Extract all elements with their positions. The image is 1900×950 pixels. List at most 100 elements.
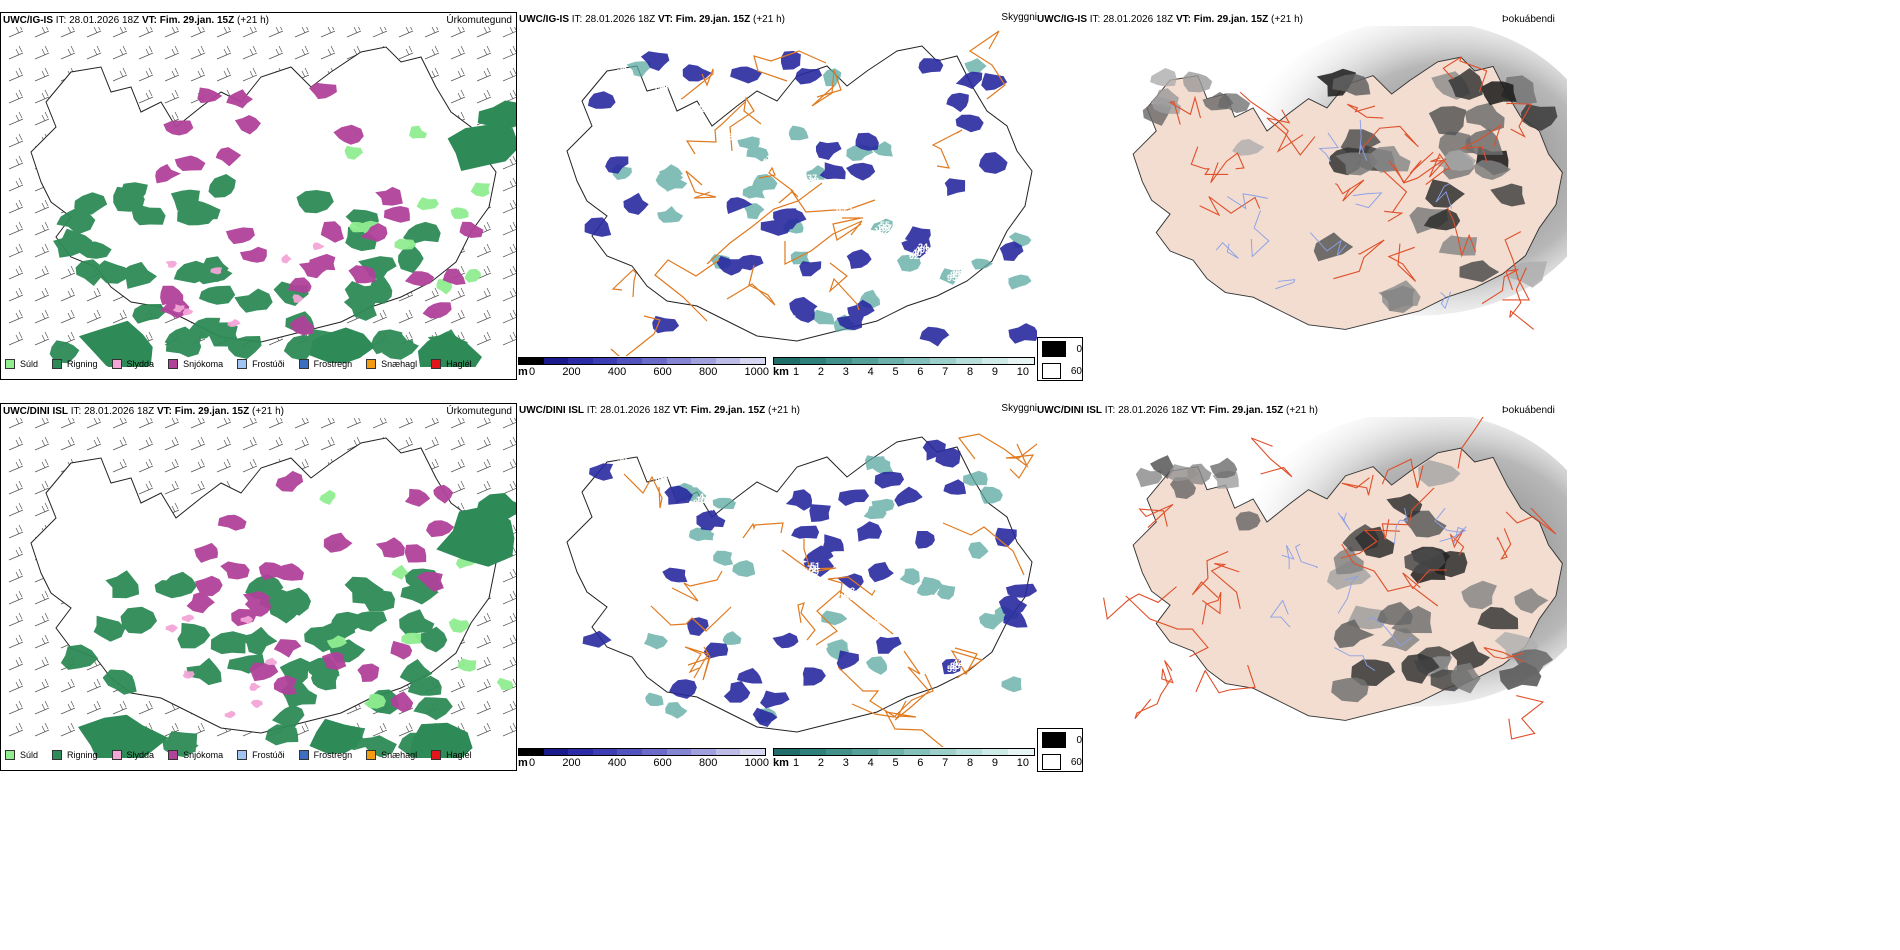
legend-label: Snjókoma <box>183 359 224 369</box>
visibility-tick: 10 <box>1016 366 1029 378</box>
cloud-base-label: 88 <box>620 711 630 721</box>
roads <box>610 30 1006 356</box>
height-unit: m <box>518 757 528 769</box>
cloud-base-label: 53 <box>658 473 668 483</box>
legend-item: Haglél <box>431 750 472 760</box>
fog-key-row: 60 <box>1038 360 1082 382</box>
legend-label: Súld <box>20 750 39 760</box>
visibility-tick: 2 <box>817 366 824 378</box>
cloud-base-label: 58 <box>915 636 925 646</box>
cloud-base-label: 42 <box>953 658 963 668</box>
legend-item: Rigning <box>52 750 98 760</box>
visibility-tick: 9 <box>991 757 998 769</box>
cloud-base-label: 186 <box>839 592 854 602</box>
roads <box>1103 417 1557 740</box>
cloud-base-label: 154 <box>842 589 857 599</box>
height-tick: 400 <box>607 366 627 378</box>
fog-key-value: 60 <box>1070 756 1082 768</box>
precip-area <box>165 614 278 718</box>
legend-swatch <box>52 750 63 760</box>
cloud-base-label: 43 <box>918 633 928 643</box>
visibility-tick: 7 <box>942 366 949 378</box>
legend-label: Rigning <box>67 359 98 369</box>
cloud-base-label: 40 <box>626 314 636 324</box>
cloud-base-label: 42 <box>699 101 709 111</box>
cloud-base-label: 47 <box>699 492 709 502</box>
fog-map <box>1103 417 1567 740</box>
precip-area <box>78 493 516 758</box>
height-tick: 800 <box>698 757 718 769</box>
panel-title: UWC/DINI ISL IT: 28.01.2026 18Z VT: Fim.… <box>3 406 284 417</box>
legend-item: Frostúði <box>237 750 285 760</box>
panel-title: UWC/IG-IS IT: 28.01.2026 18Z VT: Fim. 29… <box>3 15 269 26</box>
visibility-tick: 4 <box>867 757 874 769</box>
visibility-unit: km <box>773 366 789 378</box>
height-colorbar <box>518 357 766 365</box>
legend-item: Frostregn <box>298 359 352 369</box>
legend-label: Súld <box>20 359 39 369</box>
forecast-row: UWC/IG-IS IT: 28.01.2026 18Z VT: Fim. 29… <box>0 12 1900 384</box>
precip-type-panel: UWC/IG-IS IT: 28.01.2026 18Z VT: Fim. 29… <box>0 12 517 380</box>
cloud-base-label: 58 <box>617 63 627 73</box>
cloud-base-label: 87 <box>734 126 744 136</box>
panel-title: UWC/IG-IS IT: 28.01.2026 18Z VT: Fim. 29… <box>1037 14 1303 25</box>
cloud-base-label: 32 <box>728 132 738 142</box>
legend-item: Frostregn <box>298 750 353 760</box>
cloud-base-label: 202 <box>731 520 746 530</box>
cloud-base-label: 37 <box>626 705 636 715</box>
cloud-base-label: 62 <box>909 251 919 261</box>
precip-area <box>78 100 516 367</box>
legend-item: Súld <box>5 750 38 760</box>
legend-item: Snjókoma <box>168 359 223 369</box>
cloud-base-label: 95 <box>947 273 957 283</box>
cloud-base-label: 77 <box>807 564 817 574</box>
cloud-base-label: 137 <box>839 201 854 211</box>
cloud-base-label: 69 <box>836 204 846 214</box>
legend-swatch <box>168 359 179 369</box>
legend-label: Slydda <box>126 750 155 760</box>
cloud-base-label: 228 <box>842 198 857 208</box>
cloud-base-label: 69 <box>728 523 738 533</box>
cloud-base-label: 85 <box>950 661 960 671</box>
cloud-base-label: 44 <box>661 470 671 480</box>
visibility-tick: 1 <box>793 366 800 378</box>
legend-swatch <box>5 750 15 760</box>
cloud-base-label: 40 <box>912 248 922 258</box>
visibility-map: 9053781715155836947645988879018664134532… <box>566 433 1037 747</box>
cloud-base-label: 155 <box>766 154 781 164</box>
panel-title: UWC/DINI ISL IT: 28.01.2026 18Z VT: Fim.… <box>519 405 800 416</box>
forecast-row: UWC/DINI ISL IT: 28.01.2026 18Z VT: Fim.… <box>0 403 1900 775</box>
visibility-tick: 6 <box>917 757 924 769</box>
height-tick: 800 <box>698 366 718 378</box>
roads <box>1168 55 1535 330</box>
cloud-base-label: 79 <box>877 614 887 624</box>
visibility-tick: 8 <box>967 757 974 769</box>
cloud-base-label: 106 <box>623 708 638 718</box>
cloud-base-label: 83 <box>655 476 665 486</box>
fog-index-area <box>1142 67 1558 313</box>
visibility-colorbar <box>773 357 1035 365</box>
visibility-tick: 10 <box>1016 757 1029 769</box>
fog-key-swatch <box>1042 732 1067 748</box>
cloud-base-label: 15 <box>909 642 919 652</box>
cloud-base-label: 155 <box>982 689 997 699</box>
legend-label: Frostúði <box>252 359 285 369</box>
cloud-base-label: 89 <box>950 270 960 280</box>
cloud-base-label: 129 <box>804 567 819 577</box>
fog-key-swatch <box>1042 754 1061 770</box>
legend-swatch <box>5 359 15 369</box>
legend-item: Snæhagl <box>366 359 417 369</box>
fog-panel-label: Þokuábendi <box>1502 405 1555 416</box>
cloud-base-label: 167 <box>877 223 892 233</box>
cloud-base-label: 75 <box>772 539 782 549</box>
visibility-tick: 8 <box>967 366 974 378</box>
visibility-tick: 7 <box>942 757 949 769</box>
cloud-base-label: 53 <box>988 683 998 693</box>
cloud-base-label: 53 <box>690 501 700 511</box>
legend-label: Frostregn <box>313 750 353 760</box>
height-tick: 1000 <box>744 366 769 378</box>
precip-area <box>344 125 491 295</box>
rivers <box>1215 119 1453 310</box>
cloud-base-label: 85 <box>763 157 773 167</box>
cloud-base-label: 17 <box>836 595 846 605</box>
